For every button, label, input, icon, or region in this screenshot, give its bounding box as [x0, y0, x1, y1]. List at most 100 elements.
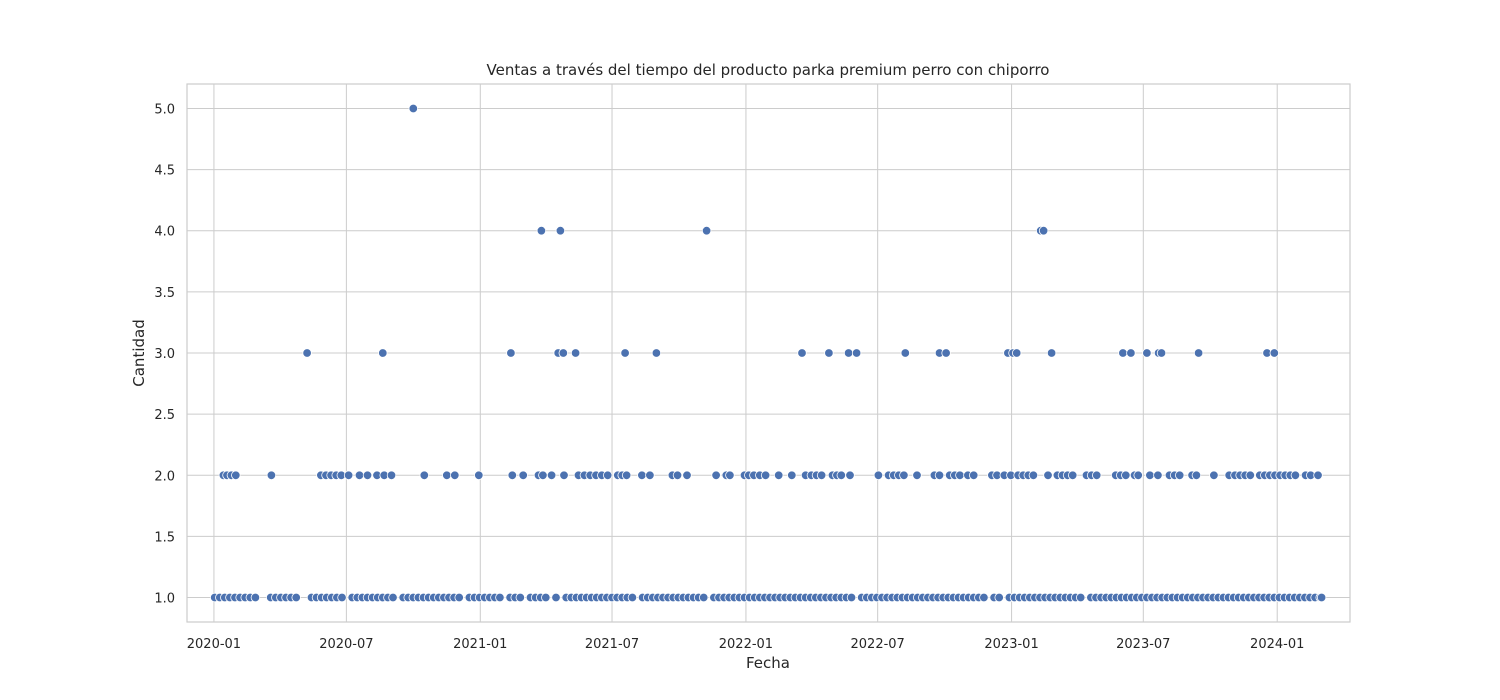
data-point: [541, 592, 551, 603]
y-tick-label: 3.5: [154, 286, 175, 301]
data-point: [1118, 348, 1128, 358]
data-point: [538, 470, 548, 481]
data-point: [515, 592, 526, 603]
data-point: [1209, 470, 1219, 481]
data-point: [1121, 470, 1131, 481]
data-point: [388, 592, 398, 603]
data-point: [846, 592, 857, 603]
x-tick-label: 2023-07: [1116, 637, 1170, 652]
y-tick-label: 5.0: [154, 102, 175, 117]
data-point: [559, 470, 569, 481]
y-tick-label: 3.0: [154, 347, 175, 362]
data-point: [507, 470, 518, 481]
data-point: [627, 592, 638, 603]
x-tick-label: 2021-01: [453, 637, 507, 652]
data-point: [873, 470, 884, 481]
data-point: [899, 470, 909, 481]
data-point: [1043, 470, 1053, 481]
data-point: [558, 348, 569, 358]
data-point: [725, 470, 735, 481]
data-point: [711, 470, 721, 481]
data-point: [536, 225, 547, 236]
data-point: [1313, 470, 1323, 481]
x-axis-label: Fecha: [746, 654, 790, 672]
data-point: [621, 470, 632, 481]
data-point: [570, 348, 581, 358]
data-point: [1075, 592, 1086, 603]
y-tick-label: 4.0: [154, 225, 175, 240]
data-point: [1142, 348, 1152, 358]
data-point: [343, 470, 354, 481]
data-point: [701, 225, 712, 236]
chart-title: Ventas a través del tiempo del producto …: [487, 61, 1050, 79]
data-point: [408, 103, 419, 114]
data-point: [1290, 470, 1301, 481]
data-point: [1067, 470, 1078, 481]
data-point: [824, 348, 834, 358]
data-point: [912, 470, 922, 481]
data-point: [266, 470, 277, 481]
x-axis-ticks: 2020-01 2020-07 2021-01 2021-07 2022-01 2022-…: [187, 637, 1305, 652]
data-point: [1012, 348, 1022, 358]
data-point: [1028, 470, 1039, 481]
data-point: [546, 470, 557, 481]
grid-lines: [187, 84, 1350, 622]
data-point: [1038, 225, 1049, 236]
data-point: [1245, 470, 1256, 481]
data-point: [955, 470, 965, 481]
x-tick-label: 2024-01: [1250, 637, 1304, 652]
data-point: [518, 470, 528, 481]
data-point: [934, 470, 945, 481]
data-point: [495, 592, 505, 603]
x-tick-label: 2022-07: [851, 637, 905, 652]
data-point: [1046, 348, 1057, 358]
data-point: [979, 592, 989, 603]
data-point: [1091, 470, 1102, 481]
x-tick-label: 2022-01: [719, 637, 773, 652]
data-point: [378, 348, 388, 358]
y-tick-label: 2.0: [154, 469, 175, 484]
data-point: [994, 592, 1004, 603]
y-tick-label: 4.5: [154, 164, 175, 179]
data-point: [454, 592, 464, 603]
data-point: [231, 470, 241, 481]
data-point: [843, 348, 854, 358]
x-tick-label: 2020-01: [187, 637, 241, 652]
data-point: [699, 592, 709, 603]
data-point: [362, 470, 373, 481]
data-point: [1316, 592, 1327, 603]
plot-frame: [186, 83, 1351, 623]
x-tick-label: 2020-07: [319, 637, 373, 652]
data-point: [787, 470, 797, 481]
data-point: [337, 592, 347, 603]
data-point: [603, 470, 613, 481]
data-point: [442, 470, 452, 481]
data-point: [941, 348, 951, 358]
data-point: [1174, 470, 1185, 481]
data-point: [474, 470, 484, 481]
data-point: [354, 470, 365, 481]
y-tick-label: 1.5: [154, 530, 175, 545]
data-point: [1153, 470, 1163, 481]
data-point: [291, 592, 301, 603]
data-point: [900, 348, 911, 358]
x-tick-label: 2023-01: [984, 637, 1038, 652]
data-point: [1156, 348, 1167, 358]
data-points: [209, 103, 1327, 603]
data-point: [1133, 470, 1143, 481]
data-point: [672, 470, 683, 481]
data-point: [1193, 348, 1204, 358]
data-point: [645, 470, 655, 481]
y-tick-label: 1.0: [154, 592, 175, 607]
data-point: [1191, 470, 1202, 481]
data-point: [845, 470, 855, 481]
data-point: [637, 470, 647, 481]
data-point: [450, 470, 460, 481]
data-point: [419, 470, 430, 481]
y-axis-ticks: 1.0 1.5 2.0 2.5 3.0 3.5 4.0 4.5 5.0: [154, 102, 175, 606]
data-point: [551, 592, 561, 603]
data-point: [1126, 348, 1136, 358]
data-point: [555, 225, 566, 236]
data-point: [816, 470, 827, 481]
data-point: [250, 592, 261, 603]
